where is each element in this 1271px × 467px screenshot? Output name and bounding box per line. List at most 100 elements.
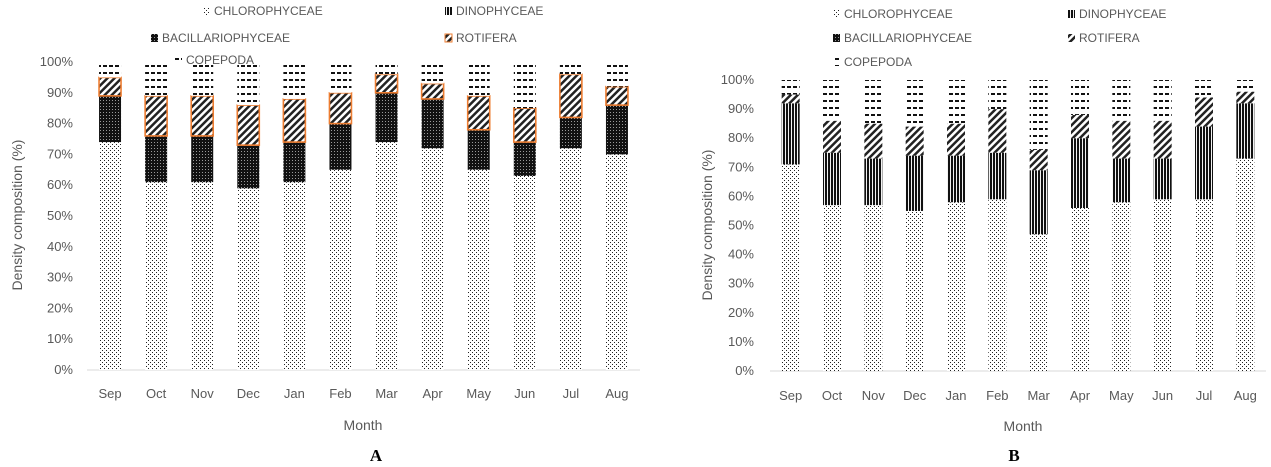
bar-segment-bacillariophyceae-may — [467, 129, 490, 170]
bar-segment-copepoda-sep — [99, 62, 122, 78]
bar-segment-copepoda-aug — [605, 62, 628, 87]
bar-segment-chlorophyceae-jan — [283, 182, 306, 370]
bar-segment-chlorophyceae-jul — [559, 148, 582, 370]
bar-segment-chlorophyceae-may — [467, 169, 490, 370]
y-tick-label: 0% — [54, 362, 73, 377]
x-tick-label: Feb — [986, 388, 1008, 403]
x-tick-label: Aug — [1234, 388, 1257, 403]
y-tick-label: 0% — [735, 363, 754, 378]
bar-segment-chlorophyceae-mar — [375, 142, 398, 370]
bar-segment-chlorophyceae-sep — [781, 164, 800, 371]
bar-segment-chlorophyceae-oct — [823, 205, 841, 371]
bar-segment-dinophyceae-may — [1112, 158, 1131, 203]
bar-segment-dinophyceae-dec — [905, 155, 924, 211]
bar-segment-rotifera-dec — [905, 126, 924, 156]
x-tick-label: Apr — [423, 386, 444, 401]
x-tick-label: Sep — [779, 388, 802, 403]
bar-segment-copepoda-feb — [329, 62, 352, 93]
legend-label-rotifera: ROTIFERA — [456, 31, 517, 45]
bar-segment-dinophyceae-mar — [1029, 170, 1048, 235]
bar-segment-copepoda-apr — [1071, 80, 1089, 115]
bar-segment-rotifera-apr — [420, 82, 445, 100]
panel-label-b: B — [1008, 446, 1019, 465]
bar-segment-dinophyceae-sep — [781, 103, 800, 165]
bar-segment-chlorophyceae-feb — [329, 169, 352, 370]
bar-segment-rotifera-nov — [864, 123, 883, 159]
legend-label-chlorophyceae: CHLOROPHYCEAE — [844, 7, 953, 21]
bar-segment-chlorophyceae-jan — [947, 202, 965, 371]
bar-segment-chlorophyceae-aug — [1236, 158, 1255, 371]
x-tick-label: Aug — [605, 386, 628, 401]
legend-label-bacillariophyceae: BACILLARIOPHYCEAE — [844, 31, 972, 45]
bar-segment-dinophyceae-jan — [947, 155, 965, 203]
bar-segment-copepoda-oct — [145, 62, 168, 96]
x-tick-label: May — [1109, 388, 1134, 403]
bar-segment-rotifera-jun — [512, 107, 537, 143]
bar-segment-rotifera-jul — [1195, 97, 1213, 127]
legend-swatch-rotifera — [444, 33, 453, 43]
y-tick-label: 50% — [728, 218, 754, 233]
bar-segment-bacillariophyceae-feb — [329, 123, 352, 170]
x-tick-label: Dec — [237, 386, 261, 401]
legend-swatch-copepoda — [833, 58, 840, 66]
bar-segment-rotifera-jun — [1153, 120, 1172, 159]
bar-segment-rotifera-may — [466, 95, 491, 131]
bar-segment-rotifera-aug — [605, 85, 629, 106]
y-tick-label: 30% — [728, 276, 754, 291]
bar-segment-chlorophyceae-dec — [905, 210, 924, 371]
bar-segment-rotifera-sep — [781, 94, 800, 104]
bar-segment-chlorophyceae-may — [1112, 202, 1131, 371]
bar-segment-copepoda-oct — [823, 80, 841, 121]
bar-segment-copepoda-dec — [237, 62, 260, 106]
y-tick-label: 100% — [721, 72, 755, 87]
x-tick-label: Jul — [1196, 388, 1213, 403]
x-tick-label: Jun — [514, 386, 535, 401]
y-tick-label: 80% — [47, 116, 73, 131]
bar-segment-copepoda-jun — [1153, 80, 1172, 121]
x-tick-label: Nov — [862, 388, 886, 403]
y-tick-label: 40% — [728, 247, 754, 262]
bar-segment-chlorophyceae-feb — [988, 199, 1007, 371]
y-tick-label: 70% — [728, 159, 754, 174]
bar-segment-bacillariophyceae-dec — [237, 145, 260, 189]
bar-segment-chlorophyceae-oct — [145, 182, 168, 370]
bar-segment-rotifera-oct — [144, 95, 168, 137]
bar-segment-copepoda-may — [467, 62, 490, 96]
bar-segment-copepoda-mar — [1029, 80, 1048, 150]
y-tick-label: 80% — [728, 130, 754, 145]
bar-segment-rotifera-dec — [236, 104, 261, 146]
y-tick-label: 20% — [728, 305, 754, 320]
bar-segment-bacillariophyceae-aug — [605, 105, 628, 155]
legend-swatch-bacillariophyceae — [833, 34, 840, 42]
bar-segment-rotifera-jan — [947, 123, 965, 156]
bar-segment-chlorophyceae-nov — [864, 205, 883, 371]
x-tick-label: Oct — [822, 388, 843, 403]
x-tick-label: Sep — [98, 386, 121, 401]
bar-segment-bacillariophyceae-sep — [99, 95, 122, 143]
legend-label-chlorophyceae: CHLOROPHYCEAE — [214, 4, 323, 18]
bar-segment-rotifera-oct — [823, 120, 841, 153]
bar-segment-copepoda-apr — [421, 62, 444, 84]
bar-segment-rotifera-mar — [374, 73, 399, 94]
bar-segment-chlorophyceae-jul — [1195, 199, 1213, 371]
bar-segment-copepoda-feb — [988, 80, 1007, 110]
chart-panel-a: 0% 10% 20% 30% 40% 50% 60% 70% 80% 90% 100% Sep Oct N… — [9, 4, 640, 433]
bar-segment-chlorophyceae-jun — [1153, 199, 1172, 371]
bar-segment-copepoda-jun — [513, 62, 536, 109]
bar-segment-copepoda-may — [1112, 80, 1131, 121]
bar-segment-copepoda-aug — [1236, 80, 1255, 92]
bar-segment-rotifera-mar — [1029, 149, 1048, 171]
y-tick-label: 30% — [47, 270, 73, 285]
bar-segment-rotifera-jan — [282, 98, 307, 143]
x-tick-label: May — [466, 386, 491, 401]
x-tick-label: Mar — [1027, 388, 1050, 403]
y-tick-label: 70% — [47, 146, 73, 161]
x-tick-label: Jul — [563, 386, 580, 401]
x-tick-label: Mar — [375, 386, 398, 401]
bar-segment-bacillariophyceae-nov — [191, 135, 214, 183]
legend-label-copepoda: COPEPODA — [186, 53, 254, 67]
bar-segment-chlorophyceae-aug — [605, 154, 628, 370]
y-tick-label: 40% — [47, 239, 73, 254]
legend-swatch-dinophyceae — [1068, 10, 1075, 18]
